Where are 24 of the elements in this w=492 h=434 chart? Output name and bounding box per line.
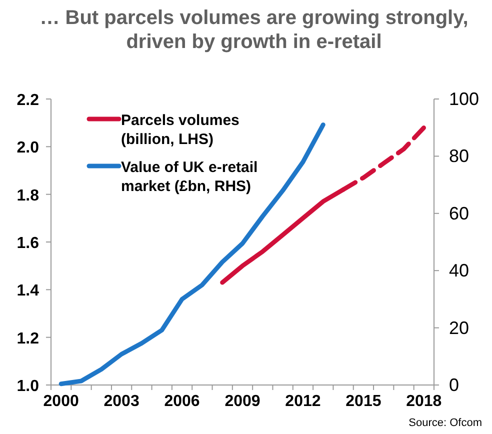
y-tick-label: 1.8 — [16, 187, 40, 204]
y-tick-label: 1.6 — [16, 235, 40, 252]
x-tick-label: 2015 — [346, 393, 382, 410]
x-tick-label: 2006 — [164, 393, 200, 410]
x-tick-label: 2009 — [224, 393, 260, 410]
y2-tick-label: 0 — [449, 375, 460, 395]
y2-tick-label: 60 — [449, 203, 470, 224]
y-tick-label: 1.0 — [16, 378, 40, 395]
x-tick-label: 2000 — [43, 393, 79, 410]
source-note: Source: Ofcom — [408, 417, 482, 429]
y-tick-label: 1.2 — [16, 330, 40, 348]
x-tick-label: 2003 — [104, 393, 140, 410]
legend-label: Value of UK e-retail market (£bn, RHS) — [121, 159, 258, 195]
y2-tick-label: 80 — [449, 146, 470, 166]
y-tick-label: 1.4 — [16, 282, 40, 300]
y2-tick-label: 100 — [449, 89, 480, 109]
y2-tick-label: 20 — [449, 318, 470, 338]
x-tick-label: 2018 — [406, 393, 442, 410]
legend-label: Parcels volumes (billion, LHS) — [121, 112, 240, 148]
chart-title: … But parcels volumes are growing strongly, driven by growth in e-retail — [40, 7, 468, 53]
x-tick-label: 2012 — [285, 393, 321, 410]
y2-tick-label: 40 — [449, 260, 470, 281]
y-tick-label: 2.0 — [16, 140, 40, 157]
y-tick-label: 2.2 — [16, 92, 40, 109]
